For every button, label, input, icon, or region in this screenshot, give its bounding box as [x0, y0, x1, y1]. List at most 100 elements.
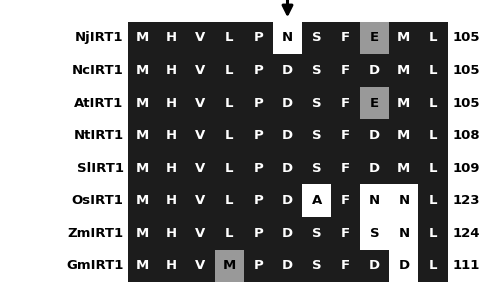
Text: M: M — [397, 31, 410, 44]
Text: F: F — [341, 259, 350, 272]
Bar — [128, 22, 448, 282]
Text: NtIRT1: NtIRT1 — [74, 129, 124, 142]
Text: F: F — [341, 162, 350, 175]
Text: L: L — [225, 194, 234, 207]
Text: D: D — [282, 129, 293, 142]
Text: F: F — [341, 64, 350, 77]
Bar — [390, 185, 418, 217]
Text: M: M — [136, 259, 148, 272]
Text: P: P — [254, 259, 264, 272]
Text: M: M — [136, 64, 148, 77]
Text: V: V — [195, 227, 205, 240]
Text: L: L — [225, 31, 234, 44]
Text: L: L — [225, 64, 234, 77]
Text: H: H — [166, 31, 176, 44]
Text: M: M — [136, 129, 148, 142]
Text: L: L — [428, 96, 437, 109]
Text: H: H — [166, 227, 176, 240]
Text: V: V — [195, 259, 205, 272]
Text: M: M — [397, 64, 410, 77]
Text: 111: 111 — [452, 259, 480, 272]
Text: H: H — [166, 259, 176, 272]
Text: 105: 105 — [452, 96, 480, 109]
Bar — [273, 22, 302, 54]
Text: F: F — [341, 129, 350, 142]
Text: E: E — [370, 31, 380, 44]
Text: D: D — [282, 259, 293, 272]
Text: AtIRT1: AtIRT1 — [74, 96, 124, 109]
Text: N: N — [398, 194, 409, 207]
Text: H: H — [166, 64, 176, 77]
Text: V: V — [195, 64, 205, 77]
Text: L: L — [428, 194, 437, 207]
Text: L: L — [428, 227, 437, 240]
Text: M: M — [397, 96, 410, 109]
Text: M: M — [136, 162, 148, 175]
Text: M: M — [136, 227, 148, 240]
Text: 105: 105 — [452, 31, 480, 44]
Text: V: V — [195, 96, 205, 109]
Text: OsIRT1: OsIRT1 — [72, 194, 124, 207]
Text: D: D — [369, 64, 380, 77]
Text: H: H — [166, 96, 176, 109]
Text: L: L — [428, 162, 437, 175]
Text: SlIRT1: SlIRT1 — [76, 162, 124, 175]
Text: A: A — [312, 194, 322, 207]
Text: L: L — [428, 129, 437, 142]
Text: 124: 124 — [452, 227, 480, 240]
Text: S: S — [312, 96, 322, 109]
Text: S: S — [370, 227, 380, 240]
Text: L: L — [225, 129, 234, 142]
Text: D: D — [282, 227, 293, 240]
Text: S: S — [312, 31, 322, 44]
Text: M: M — [222, 259, 236, 272]
Text: 108: 108 — [452, 129, 480, 142]
Text: P: P — [254, 162, 264, 175]
Text: P: P — [254, 194, 264, 207]
Text: M: M — [136, 31, 148, 44]
Text: S: S — [312, 259, 322, 272]
Text: S: S — [312, 227, 322, 240]
Text: 123: 123 — [452, 194, 480, 207]
Text: GmIRT1: GmIRT1 — [66, 259, 124, 272]
Text: L: L — [428, 31, 437, 44]
Text: P: P — [254, 96, 264, 109]
Bar — [302, 185, 331, 217]
Text: M: M — [136, 194, 148, 207]
Text: D: D — [282, 64, 293, 77]
Bar — [360, 217, 390, 250]
Text: S: S — [312, 129, 322, 142]
Text: 109: 109 — [452, 162, 480, 175]
Text: S: S — [312, 64, 322, 77]
Text: 105: 105 — [452, 64, 480, 77]
Text: D: D — [282, 96, 293, 109]
Text: N: N — [369, 194, 380, 207]
Text: V: V — [195, 31, 205, 44]
Text: NcIRT1: NcIRT1 — [72, 64, 124, 77]
Text: D: D — [282, 162, 293, 175]
Text: P: P — [254, 31, 264, 44]
Text: D: D — [398, 259, 409, 272]
Text: V: V — [195, 129, 205, 142]
Text: D: D — [369, 162, 380, 175]
Bar — [390, 217, 418, 250]
Text: D: D — [282, 194, 293, 207]
Text: V: V — [195, 194, 205, 207]
Text: E: E — [370, 96, 380, 109]
Text: H: H — [166, 129, 176, 142]
Text: F: F — [341, 194, 350, 207]
Text: L: L — [225, 227, 234, 240]
Text: H: H — [166, 162, 176, 175]
Text: P: P — [254, 64, 264, 77]
Text: F: F — [341, 96, 350, 109]
Text: S: S — [312, 162, 322, 175]
Text: M: M — [397, 129, 410, 142]
Text: D: D — [369, 259, 380, 272]
Text: V: V — [195, 162, 205, 175]
Text: L: L — [225, 162, 234, 175]
Text: NjIRT1: NjIRT1 — [75, 31, 124, 44]
Text: ZmIRT1: ZmIRT1 — [68, 227, 124, 240]
Bar — [215, 250, 244, 282]
Text: F: F — [341, 31, 350, 44]
Text: F: F — [341, 227, 350, 240]
